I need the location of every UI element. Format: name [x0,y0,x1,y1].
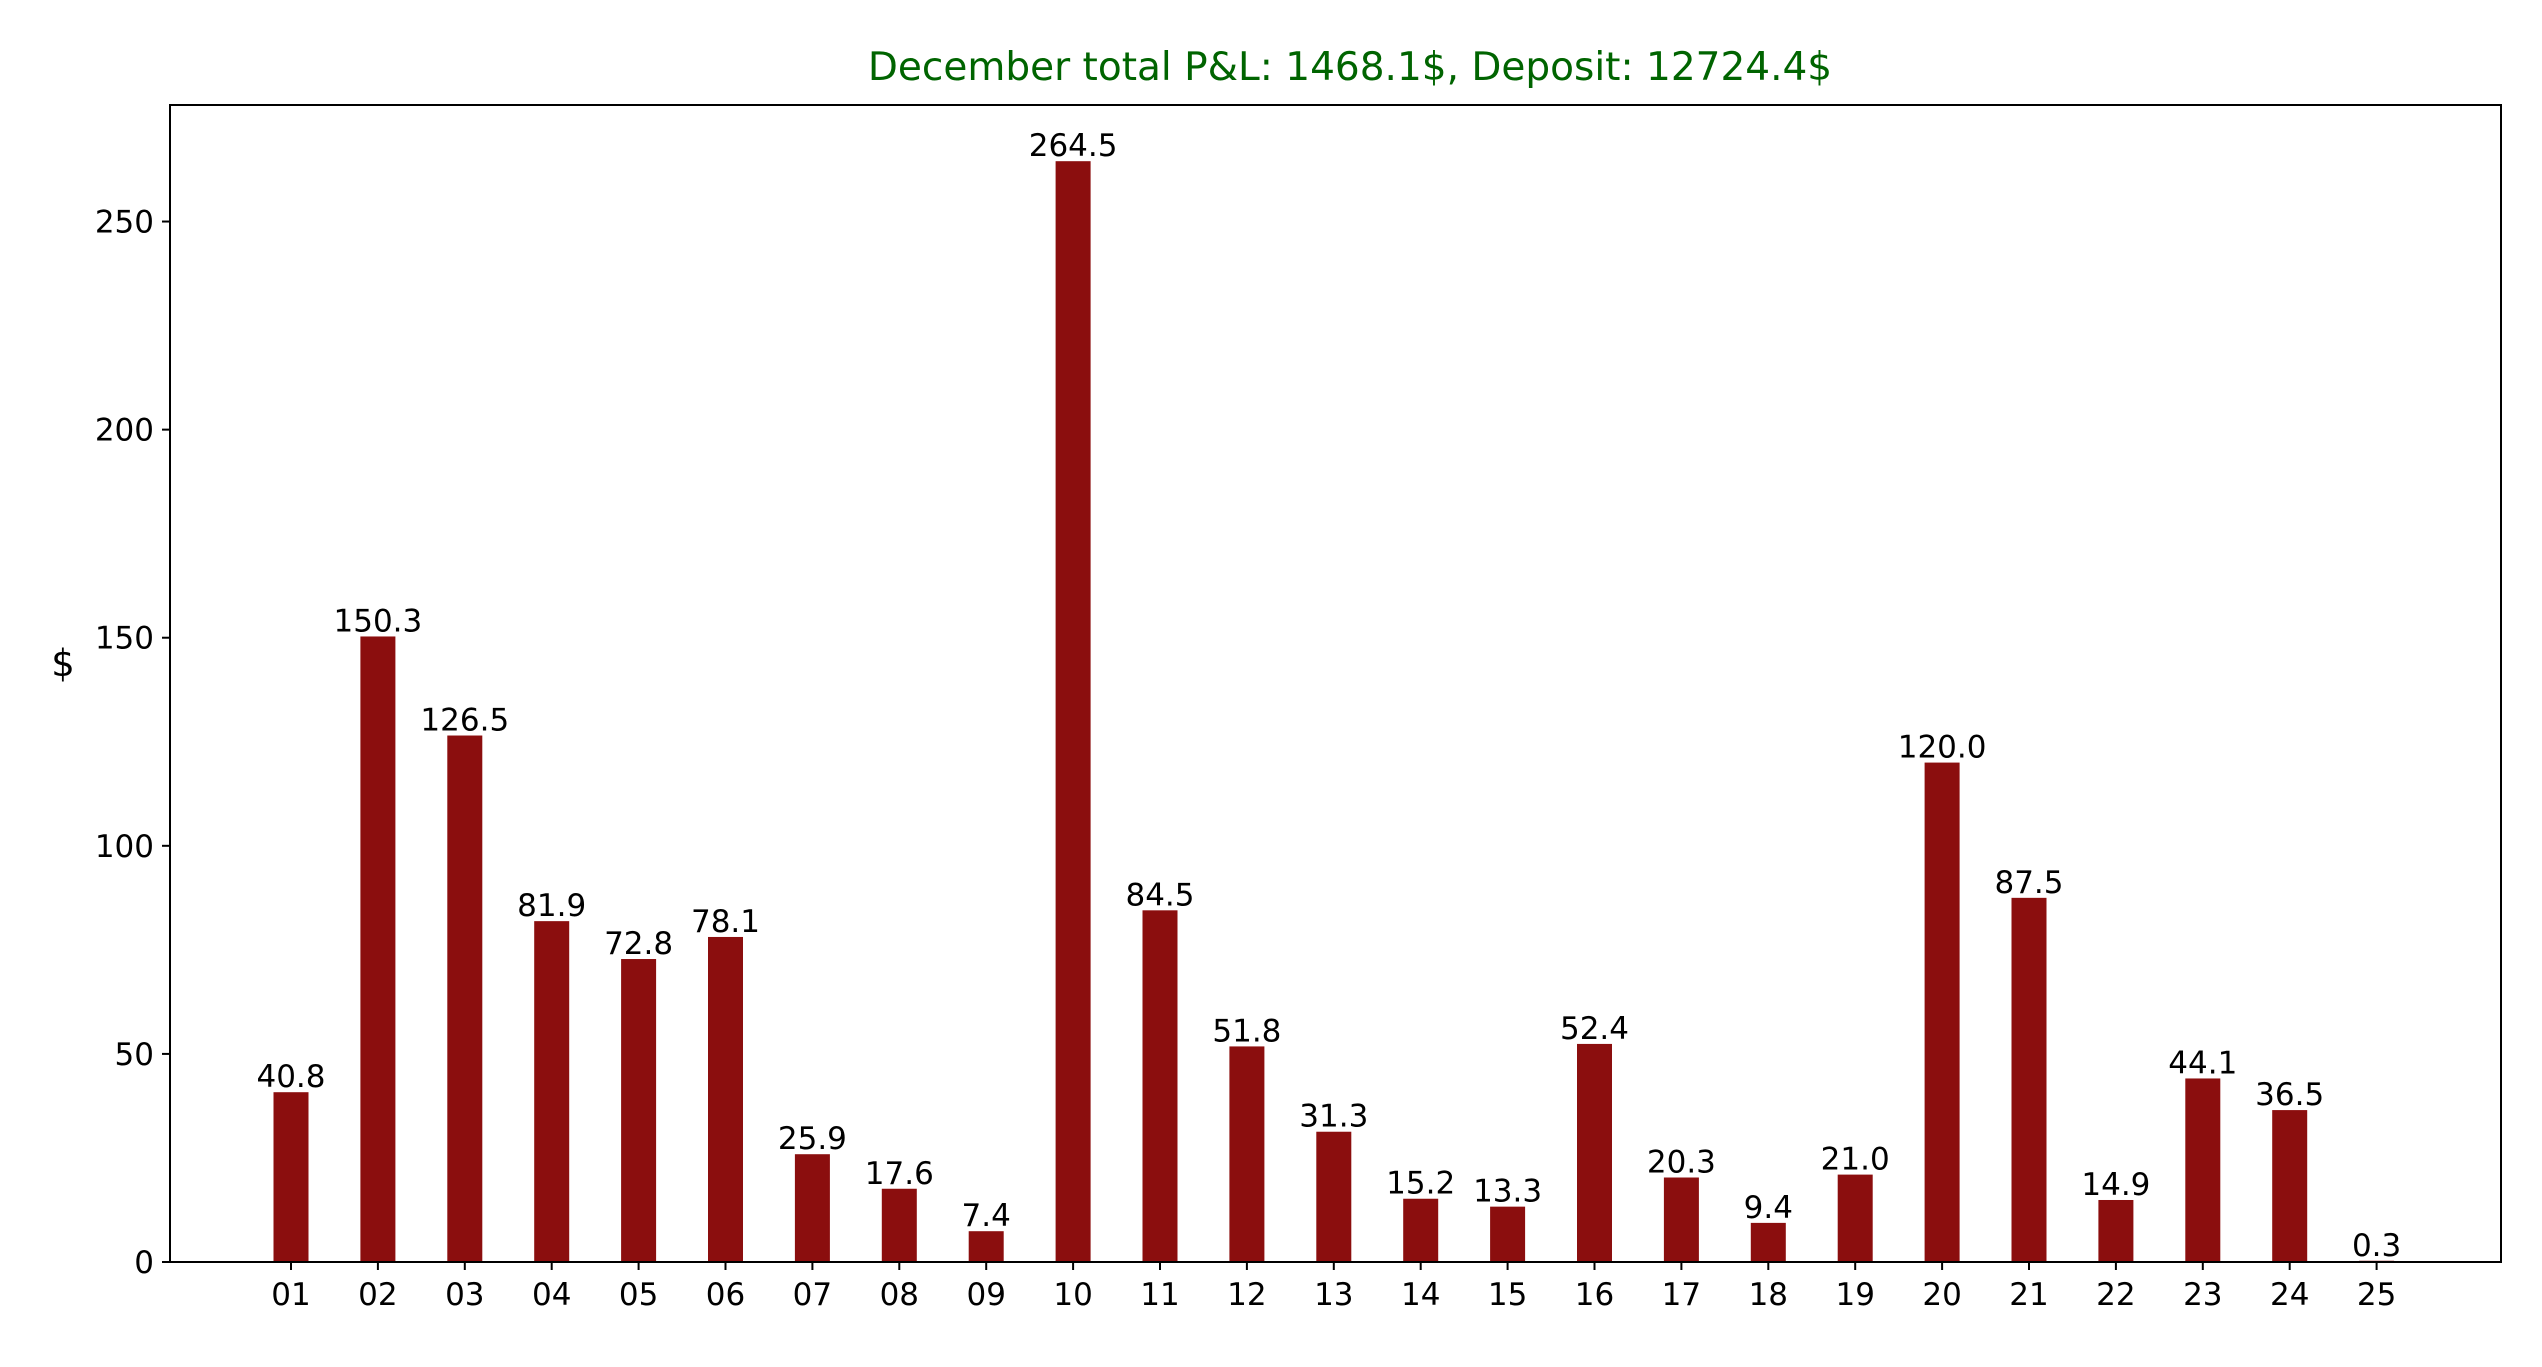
bar-value-label-22: 14.9 [2081,1167,2150,1203]
x-tick-label-12: 12 [1227,1277,1266,1313]
x-tick-label-20: 20 [1922,1277,1961,1313]
bar-value-label-24: 36.5 [2255,1077,2324,1113]
y-tick-label-150: 150 [95,621,154,657]
x-tick-label-14: 14 [1401,1277,1440,1313]
bar-20 [1924,762,1960,1262]
x-ticks-layer: 01 02 03 04 05 06 07 08 09 10 11 12 13 14 15 16 17 18 19 20… [271,1262,2396,1313]
bar-value-label-21: 87.5 [1994,865,2063,901]
bar-value-label-01: 40.8 [256,1059,325,1095]
bar-value-label-08: 17.6 [865,1156,934,1192]
bar-08 [881,1188,917,1262]
x-tick-label-23: 23 [2183,1277,2222,1313]
x-tick-label-08: 08 [880,1277,919,1313]
x-tick-label-05: 05 [619,1277,658,1313]
bar-value-label-25: 0.3 [2352,1228,2401,1264]
x-tick-label-24: 24 [2270,1277,2309,1313]
y-tick-label-0: 0 [134,1245,154,1281]
bar-value-label-23: 44.1 [2168,1045,2237,1081]
bar-11 [1142,910,1178,1262]
bar-value-label-02: 150.3 [334,603,423,639]
bar-value-label-16: 52.4 [1560,1011,1629,1047]
bar-04 [534,921,570,1262]
bar-value-label-18: 9.4 [1744,1190,1793,1226]
bars-layer [273,161,2395,1263]
bar-18 [1750,1222,1786,1262]
bar-value-label-12: 51.8 [1212,1013,1281,1049]
bar-value-label-06: 78.1 [691,904,760,940]
chart-title: December total P&L: 1468.1$, Deposit: 12… [868,45,1832,90]
bar-06 [708,936,743,1262]
y-ticks-layer: 0 50 100 150 200 250 [95,205,170,1281]
x-tick-label-11: 11 [1140,1277,1179,1313]
x-tick-label-21: 21 [2009,1277,2048,1313]
x-tick-label-09: 09 [966,1277,1005,1313]
x-tick-label-03: 03 [445,1277,484,1313]
bar-05 [621,959,657,1262]
bar-03 [447,735,483,1262]
y-tick-label-200: 200 [95,413,154,449]
bar-value-label-14: 15.2 [1386,1166,1455,1202]
bar-13 [1316,1131,1352,1262]
y-tick-label-50: 50 [115,1037,154,1073]
bar-02 [360,636,396,1262]
bar-value-label-17: 20.3 [1647,1145,1716,1181]
bar-value-label-05: 72.8 [604,926,673,962]
x-tick-label-10: 10 [1053,1277,1092,1313]
bar-23 [2185,1078,2221,1262]
x-tick-label-02: 02 [358,1277,397,1313]
bar-value-label-19: 21.0 [1821,1142,1890,1178]
bar-value-label-03: 126.5 [420,703,509,739]
bar-labels-layer: 40.8 150.3 126.5 81.9 72.8 78.1 25.9 17.6 7.4 264… [256,128,2401,1264]
bar-value-label-13: 31.3 [1299,1099,1368,1135]
bar-22 [2098,1199,2134,1262]
x-tick-label-01: 01 [271,1277,310,1313]
y-tick-label-250: 250 [95,205,154,241]
plot-area-frame [169,104,2502,1263]
bar-14 [1403,1198,1439,1262]
bar-24 [2272,1110,2308,1262]
y-tick-label-100: 100 [95,829,154,865]
x-tick-label-06: 06 [706,1277,745,1313]
x-tick-label-25: 25 [2357,1277,2396,1313]
x-tick-label-18: 18 [1749,1277,1788,1313]
bar-19 [1837,1174,1873,1262]
y-axis-label-layer: $ [51,642,75,685]
bar-value-label-10: 264.5 [1029,128,1118,164]
bar-17 [1663,1177,1699,1262]
bar-16 [1577,1043,1612,1262]
x-tick-label-13: 13 [1314,1277,1353,1313]
x-tick-label-16: 16 [1575,1277,1614,1313]
bar-07 [794,1154,830,1262]
bar-01 [273,1092,309,1262]
x-tick-label-15: 15 [1488,1277,1527,1313]
x-tick-label-04: 04 [532,1277,571,1313]
x-tick-label-22: 22 [2096,1277,2135,1313]
bar-12 [1229,1046,1265,1262]
x-tick-label-17: 17 [1662,1277,1701,1313]
x-tick-label-07: 07 [793,1277,832,1313]
bar-15 [1490,1206,1526,1262]
bar-21 [2011,897,2047,1262]
bar-09 [968,1231,1004,1262]
chart-title-layer: December total P&L: 1468.1$, Deposit: 12… [868,45,1832,90]
bar-value-label-11: 84.5 [1125,877,1194,913]
x-tick-label-19: 19 [1835,1277,1874,1313]
bar-value-label-04: 81.9 [517,888,586,924]
bar-value-label-09: 7.4 [962,1198,1011,1234]
bar-value-label-15: 13.3 [1473,1174,1542,1210]
bar-value-label-20: 120.0 [1898,730,1987,766]
bar-10 [1055,161,1091,1263]
y-axis-label: $ [51,642,75,685]
bar-value-label-07: 25.9 [778,1121,847,1157]
